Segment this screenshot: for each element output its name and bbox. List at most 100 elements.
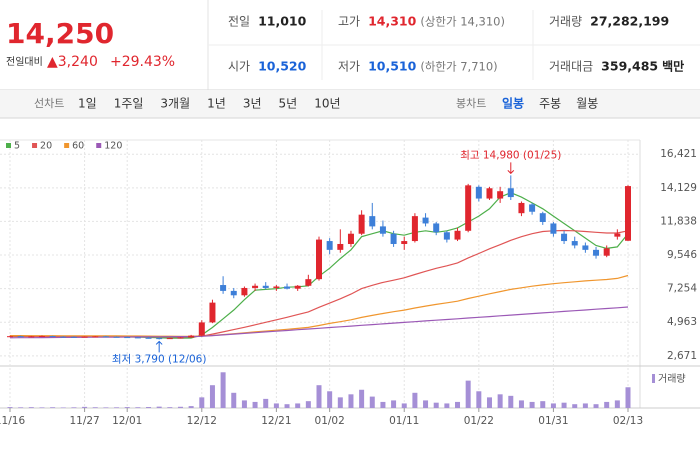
volume-bar [103, 407, 109, 408]
candle-body [49, 336, 56, 338]
low-arrow [155, 340, 163, 353]
candle-body [262, 285, 269, 288]
candle-body [358, 214, 365, 234]
legend-swatch [32, 143, 38, 148]
candle-body [316, 239, 322, 280]
period-tab[interactable]: 10년 [314, 97, 340, 111]
candle-body [507, 188, 514, 198]
candle-body [113, 336, 120, 338]
low-annotation: 최저 3,790 (12/06) [112, 353, 207, 365]
candle-body [347, 233, 354, 244]
stat-label: 저가 [338, 60, 360, 74]
candle-body [198, 322, 205, 336]
change: ▲3,240 [47, 54, 98, 70]
volume-bar [391, 400, 397, 408]
volume-bar [220, 372, 226, 408]
candle-body [571, 241, 578, 246]
stat-value: 359,485 [601, 59, 658, 74]
volume-bar [401, 403, 407, 408]
candle-body [92, 336, 99, 338]
volume-bar [593, 404, 599, 408]
volume-bar [497, 394, 503, 408]
volume-bar [412, 392, 418, 408]
legend-swatch [64, 143, 70, 148]
price: 14,250 [6, 17, 114, 50]
candle-body [7, 336, 13, 338]
period-tab[interactable]: 5년 [279, 97, 298, 111]
candle-body [614, 233, 621, 237]
volume-bar [284, 404, 290, 408]
candle-body [166, 338, 173, 340]
volume-bar [305, 401, 311, 408]
volume-bar [28, 407, 34, 408]
stat-value: 11,010 [258, 14, 307, 29]
volume-bar [582, 403, 588, 408]
volume-bar [337, 397, 343, 408]
candle-tab[interactable]: 일봉 [502, 97, 524, 111]
stat-label: 거래대금 [549, 60, 593, 74]
y-tick-label: 14,129 [660, 182, 697, 194]
stat-value: 27,282,199 [590, 14, 669, 29]
legend-label: 5 [14, 141, 20, 152]
stat-label: 전일 [228, 15, 250, 29]
stat-label: 시가 [228, 60, 250, 74]
volume-bar [167, 407, 173, 408]
x-tick-label: 11/16 [0, 415, 25, 427]
volume-bar [82, 406, 88, 408]
period-tab[interactable]: 1일 [78, 97, 97, 111]
volume-bar [252, 401, 258, 408]
volume-bar [369, 396, 375, 408]
volume-bar [327, 391, 333, 408]
volume-bar [135, 407, 141, 408]
tab-bar [0, 90, 700, 118]
legend-label: 60 [72, 141, 84, 152]
candle-body [486, 188, 493, 199]
high-arrow [507, 162, 515, 175]
stat-unit: 백만 [662, 59, 684, 74]
x-tick-label: 01/31 [538, 415, 568, 427]
volume-bar [433, 402, 439, 408]
candle-body [603, 248, 610, 256]
x-tick-label: 01/02 [315, 415, 345, 427]
y-tick-label: 4,963 [667, 316, 697, 328]
candle-body [177, 337, 184, 339]
stat-note: (상한가 14,310) [420, 15, 505, 29]
volume-bar [50, 407, 56, 408]
volume-bar [359, 389, 365, 408]
period-tab[interactable]: 1년 [207, 97, 226, 111]
volume-bar [550, 403, 556, 408]
period-tab[interactable]: 3년 [243, 97, 262, 111]
y-tick-label: 16,421 [660, 148, 697, 160]
volume-bar [380, 401, 386, 408]
candle-body [422, 217, 429, 224]
x-tick-label: 01/22 [464, 415, 494, 427]
volume-bar [18, 407, 24, 408]
period-tab[interactable]: 3개월 [160, 97, 190, 111]
volume-bar [241, 400, 247, 408]
period-tab[interactable]: 1주일 [114, 97, 144, 111]
volume-bar [423, 400, 429, 408]
candle-body [38, 336, 45, 338]
candle-tab[interactable]: 주봉 [539, 97, 561, 111]
candle-body [529, 204, 536, 212]
y-tick-label: 7,254 [667, 283, 697, 295]
candle-body [582, 245, 589, 250]
high-annotation: 최고 14,980 (01/25) [460, 149, 561, 161]
candle-body [433, 223, 440, 233]
volume-bar [7, 407, 13, 408]
candle-body [209, 302, 216, 323]
legend-label: 120 [104, 141, 122, 152]
candle-tab[interactable]: 월봉 [576, 97, 598, 111]
y-tick-label: 11,838 [660, 215, 697, 227]
y-tick-label: 2,671 [667, 350, 697, 362]
volume-bar [188, 406, 194, 408]
candle-body [465, 185, 472, 231]
volume-bar [71, 407, 77, 408]
candle-body [561, 233, 568, 242]
candle-body [401, 241, 408, 244]
volume-bar [316, 385, 322, 408]
candle-body [326, 241, 333, 250]
candle-body [70, 336, 77, 338]
